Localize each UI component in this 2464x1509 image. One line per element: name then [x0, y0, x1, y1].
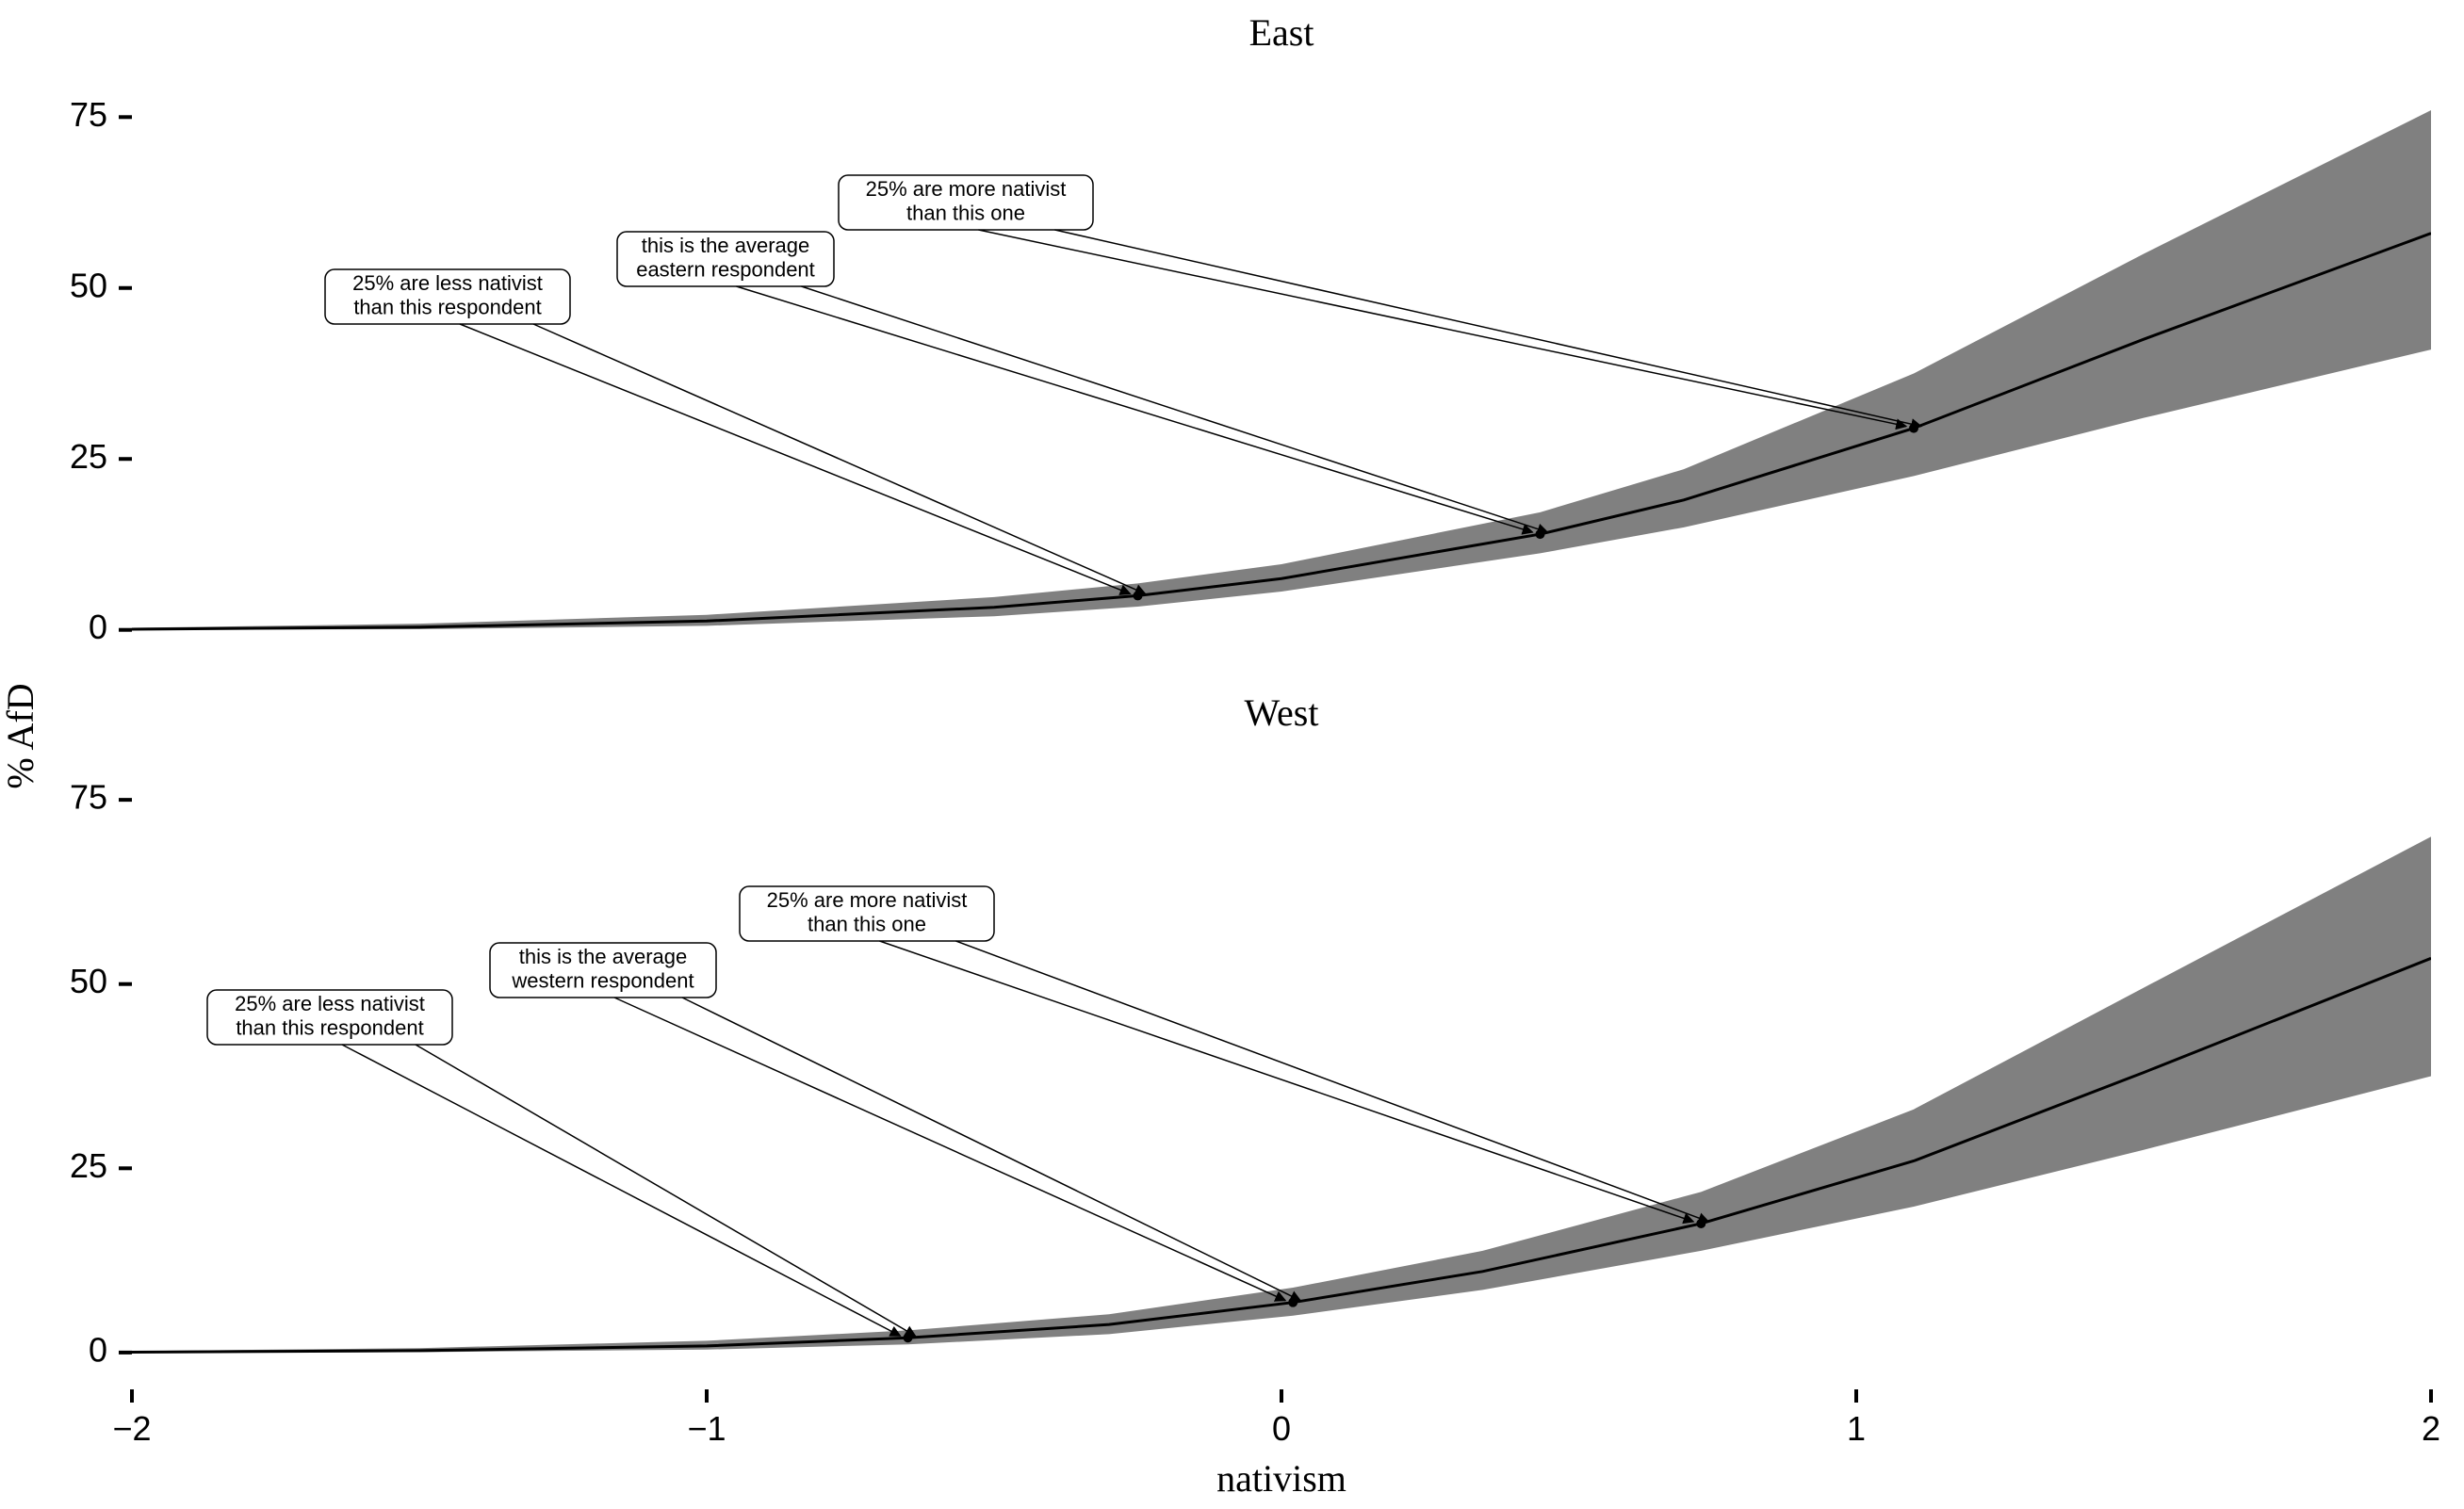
- annotation-text: this is the average: [519, 945, 688, 968]
- x-axis-label: nativism: [1216, 1457, 1346, 1500]
- y-tick-label: 75: [70, 95, 107, 134]
- y-tick-label: 50: [70, 266, 107, 304]
- annotation-text: than this respondent: [353, 295, 541, 318]
- annotation-arrow: [682, 998, 1300, 1301]
- annotation-text: 25% are more nativist: [866, 177, 1067, 201]
- annotation-arrow: [737, 286, 1533, 532]
- confidence-ribbon: [132, 110, 2431, 630]
- annotation-text: 25% are less nativist: [352, 271, 543, 295]
- x-tick-label: −2: [112, 1409, 151, 1448]
- annotation-text: eastern respondent: [636, 257, 815, 281]
- annotation-point: [904, 1333, 913, 1342]
- y-tick-label: 25: [70, 437, 107, 476]
- annotation-arrow: [802, 286, 1548, 532]
- y-tick-label: 75: [70, 778, 107, 817]
- plot-area: [132, 836, 2431, 1353]
- panel-title: West: [1245, 691, 1319, 734]
- annotation-arrow: [460, 324, 1131, 593]
- panel-title: East: [1249, 11, 1314, 54]
- annotation-arrow: [880, 941, 1694, 1222]
- chart-root: % AfDEast025507525% are less nativisttha…: [0, 0, 2464, 1509]
- annotation-text: 25% are more nativist: [767, 888, 968, 912]
- annotation-text: this is the average: [642, 234, 810, 257]
- y-tick-label: 50: [70, 962, 107, 1000]
- annotation-text: than this one: [808, 912, 926, 935]
- x-tick-label: 0: [1272, 1409, 1291, 1448]
- annotation-text: 25% are less nativist: [235, 992, 425, 1015]
- x-tick-label: 2: [2422, 1409, 2440, 1448]
- annotation-arrow: [614, 998, 1285, 1301]
- x-tick-label: −1: [687, 1409, 726, 1448]
- annotation-arrow: [956, 941, 1709, 1222]
- x-tick-label: 1: [1847, 1409, 1866, 1448]
- annotation-text: than this respondent: [236, 1015, 423, 1039]
- plot-area: [132, 110, 2431, 630]
- y-axis-label: % AfD: [0, 683, 41, 788]
- annotation-arrow: [533, 324, 1146, 593]
- chart-svg: % AfDEast025507525% are less nativisttha…: [0, 0, 2464, 1509]
- y-tick-label: 0: [89, 608, 107, 646]
- annotation-arrow: [1055, 230, 1922, 427]
- annotation-arrow: [416, 1045, 916, 1336]
- y-tick-label: 25: [70, 1146, 107, 1185]
- annotation-text: western respondent: [511, 968, 694, 992]
- annotation-text: than this one: [906, 201, 1025, 224]
- y-tick-label: 0: [89, 1330, 107, 1369]
- annotation-arrow: [979, 230, 1907, 427]
